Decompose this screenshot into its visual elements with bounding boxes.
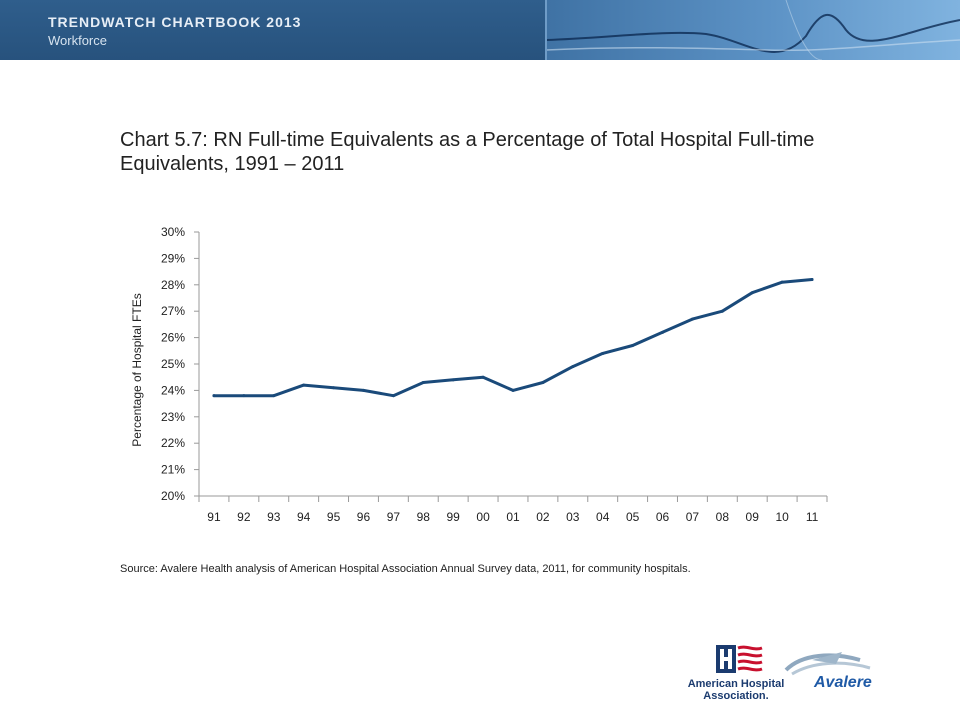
- data-point: [601, 351, 605, 355]
- x-tick-label: 06: [656, 510, 670, 524]
- data-point: [750, 291, 754, 295]
- series-line: [212, 278, 814, 398]
- data-point: [332, 386, 336, 390]
- avalere-swoosh-icon: [784, 652, 871, 676]
- data-point: [361, 388, 365, 392]
- data-point: [421, 380, 425, 384]
- y-tick-label: 29%: [161, 251, 185, 265]
- header-divider: [545, 0, 547, 60]
- line-chart: 20% 21% 22% 23% 24% 25% 26% 27% 28% 29% 30% 91 92 93…: [130, 225, 828, 524]
- heartbeat-graphic: [546, 0, 960, 60]
- y-axis-label: Percentage of Hospital FTEs: [130, 293, 144, 446]
- data-point: [541, 380, 545, 384]
- avalere-logo-text: Avalere: [814, 674, 872, 691]
- y-tick-label: 22%: [161, 436, 185, 450]
- x-tick-label: 93: [267, 510, 281, 524]
- data-point: [302, 383, 306, 387]
- source-note: Source: Avalere Health analysis of Ameri…: [120, 563, 691, 575]
- data-point: [242, 394, 246, 398]
- x-tick-label: 99: [447, 510, 461, 524]
- data-point: [810, 278, 814, 282]
- x-tick-label: 10: [775, 510, 789, 524]
- chart-title: Chart 5.7: RN Full-time Equivalents as a…: [120, 129, 815, 175]
- x-tick-label: 95: [327, 510, 341, 524]
- x-tick-label: 08: [716, 510, 730, 524]
- data-point: [571, 365, 575, 369]
- avalere-logo: Avalere: [782, 648, 892, 698]
- x-tick-label: 09: [746, 510, 760, 524]
- data-point: [481, 375, 485, 379]
- data-point: [451, 378, 455, 382]
- data-point: [212, 394, 216, 398]
- x-tick-label: 02: [536, 510, 550, 524]
- y-tick-label: 25%: [161, 357, 185, 371]
- header-subtitle: Workforce: [48, 33, 107, 48]
- data-point: [720, 309, 724, 313]
- data-point: [631, 344, 635, 348]
- x-tick-label: 03: [566, 510, 580, 524]
- x-tick-label: 01: [506, 510, 520, 524]
- header-banner-art: [546, 0, 960, 60]
- x-tick-label: 00: [476, 510, 490, 524]
- header-title: TRENDWATCH CHARTBOOK 2013: [48, 14, 302, 30]
- x-tick-label: 07: [686, 510, 700, 524]
- aha-logo-text: American Hospital Association.: [687, 678, 785, 702]
- y-axis: 20% 21% 22% 23% 24% 25% 26% 27% 28% 29% 30%: [161, 225, 200, 503]
- x-tick-label: 04: [596, 510, 610, 524]
- x-tick-label: 11: [806, 510, 819, 524]
- data-point: [511, 388, 515, 392]
- x-tick-label: 92: [237, 510, 251, 524]
- data-point: [661, 330, 665, 334]
- x-tick-label: 98: [417, 510, 431, 524]
- series-rn-fte-share: [212, 278, 814, 398]
- data-point: [780, 280, 784, 284]
- aha-logo: American Hospital Association.: [676, 640, 796, 706]
- x-tick-label: 96: [357, 510, 371, 524]
- y-tick-label: 20%: [161, 489, 185, 503]
- y-tick-label: 21%: [161, 463, 185, 477]
- x-tick-label: 94: [297, 510, 311, 524]
- x-tick-label: 97: [387, 510, 401, 524]
- x-tick-label: 91: [207, 510, 221, 524]
- y-tick-label: 26%: [161, 331, 185, 345]
- header-banner-left: [0, 0, 546, 60]
- data-point: [272, 394, 276, 398]
- x-axis: 91 92 93 94 95 96 97 98 99 00 01 02 03 04 05 06 07 08 09 10…: [198, 495, 828, 524]
- x-tick-label: 05: [626, 510, 640, 524]
- header-banner: TRENDWATCH CHARTBOOK 2013 Workforce: [0, 0, 960, 60]
- aha-h-flag-icon: [716, 645, 763, 673]
- data-point: [690, 317, 694, 321]
- y-tick-label: 23%: [161, 410, 185, 424]
- y-tick-label: 27%: [161, 304, 185, 318]
- data-point: [391, 394, 395, 398]
- y-tick-label: 24%: [161, 383, 185, 397]
- y-tick-label: 28%: [161, 278, 185, 292]
- y-tick-label: 30%: [161, 225, 185, 239]
